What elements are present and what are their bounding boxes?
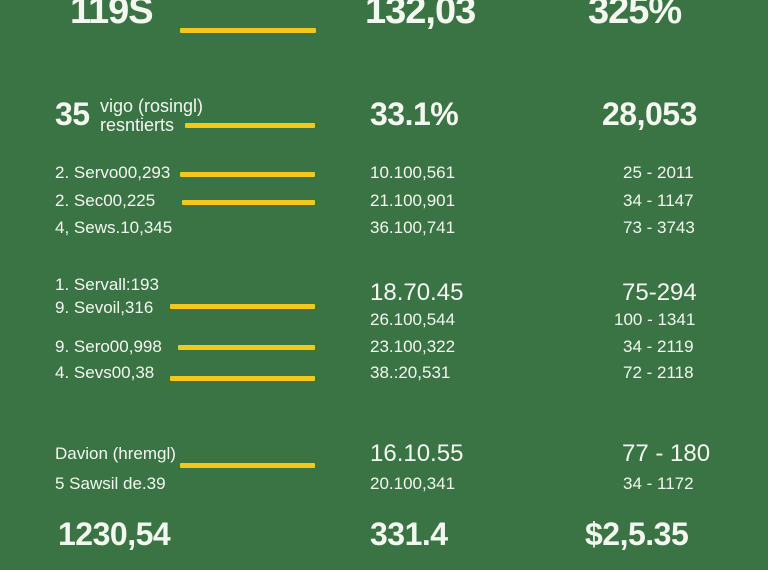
group3-label: Davion (hremgl) <box>55 444 176 463</box>
section1-col3: 28,053 <box>602 96 697 132</box>
section1-label-line2: resntierts <box>100 115 175 135</box>
group2-row3-bar <box>170 376 315 381</box>
group2-row2-bar <box>178 345 315 350</box>
group3-row-label: 5 Sawsil de.39 <box>55 474 166 493</box>
group2-row3-range: 72 - 2118 <box>623 363 694 382</box>
group2-row3-label: 4. Sevs00,38 <box>55 363 155 382</box>
group2-row1-value: 26.100,544 <box>370 310 456 329</box>
group2-top-value: 18.70.45 <box>370 279 464 306</box>
footer-col2: 331.4 <box>370 516 448 552</box>
group3-value: 16.10.55 <box>370 440 464 467</box>
group2-row1-label: 9. Sevoil,316 <box>55 298 154 317</box>
group2-row3-value: 38.:20,531 <box>370 363 451 382</box>
group1-row1-range: 25 - 2011 <box>623 163 694 182</box>
group1-row2-bar <box>182 200 315 205</box>
group1-row2-range: 34 - 1147 <box>623 191 694 210</box>
group2-top-range: 75-294 <box>622 279 697 306</box>
header-bar <box>180 28 316 33</box>
group1-row3-value: 36.100,741 <box>370 218 456 237</box>
section1-big-number: 35 <box>55 96 90 132</box>
footer-col1: 1230,54 <box>58 516 171 552</box>
group2-top-label: 1. Servall:193 <box>55 275 159 294</box>
group2-row1-range: 100 - 1341 <box>614 310 696 329</box>
group3-range: 77 - 180 <box>622 440 711 467</box>
group2-row2-range: 34 - 2119 <box>623 337 694 356</box>
group1-row3-label: 4, Sews.10,345 <box>55 218 173 237</box>
group1-row1-value: 10.100,561 <box>370 163 456 182</box>
group1-row1-bar <box>180 172 315 177</box>
header-col3: 325% <box>588 0 682 32</box>
group2-row2-label: 9. Sero00,998 <box>55 337 162 356</box>
group2-row2-value: 23.100,322 <box>370 337 456 356</box>
group2-row1-bar <box>170 304 315 309</box>
group1-row3-range: 73 - 3743 <box>623 218 695 237</box>
group1-row2-label: 2. Sec00,225 <box>55 191 156 210</box>
group3-bar <box>180 463 315 468</box>
group1-row2-value: 21.100,901 <box>370 191 456 210</box>
header-col2: 132,03 <box>365 0 476 32</box>
section1-label-line1: vigo (rosingl) <box>100 96 204 116</box>
group3-row-value: 20.100,341 <box>370 474 456 493</box>
footer-col3: $2,5.35 <box>585 516 689 552</box>
section1-bar <box>185 123 315 128</box>
group3-row-range: 34 - 1172 <box>623 474 694 493</box>
section1-col2: 33.1% <box>370 96 459 132</box>
header-col1: 119S <box>70 0 154 32</box>
group1-row1-label: 2. Servo00,293 <box>55 163 171 182</box>
